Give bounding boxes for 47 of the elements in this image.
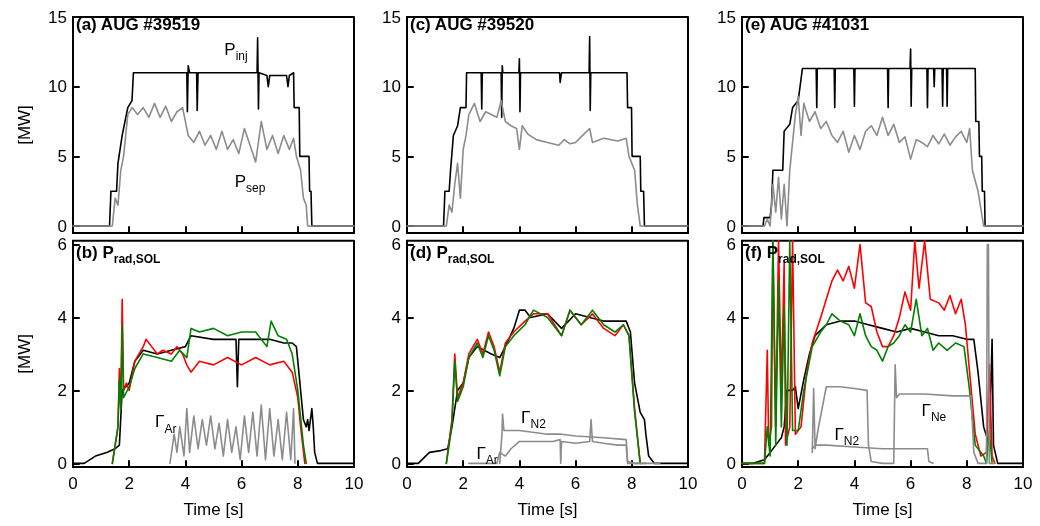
y-tick-label: 0 [391,453,401,473]
x-tick-label: 4 [514,474,525,493]
y-axis-title: [MW] [15,105,34,145]
y-tick-label: 0 [57,453,67,473]
x-tick-label: 4 [180,474,191,493]
y-tick-label: 15 [48,7,67,27]
y-tick-label: 5 [57,146,67,166]
y-tick-label: 2 [726,380,736,400]
y-tick-label: 2 [391,380,401,400]
x-tick-label: 10 [678,474,698,493]
y-tick-label: 0 [726,453,736,473]
x-tick-label: 6 [236,474,247,493]
y-tick-label: 0 [57,216,67,236]
x-tick-label: 2 [124,474,134,493]
x-tick-label: 6 [570,474,581,493]
x-axis-title: Time [s] [183,500,244,519]
x-tick-label: 2 [793,474,803,493]
x-tick-label: 2 [458,474,468,493]
x-axis-title: Time [s] [517,500,578,519]
y-tick-label: 4 [726,307,736,327]
y-tick-label: 10 [48,77,67,97]
y-axis-title: [MW] [15,334,34,374]
x-tick-label: 6 [905,474,916,493]
chart-title: (a) AUG #39519 [76,15,201,34]
y-tick-label: 15 [717,7,736,27]
x-tick-label: 10 [344,474,364,493]
y-tick-label: 0 [726,216,736,236]
x-tick-label: 10 [1013,474,1033,493]
y-tick-label: 10 [382,77,401,97]
x-tick-label: 4 [849,474,860,493]
y-tick-label: 2 [57,380,67,400]
x-tick-label: 8 [627,474,637,493]
x-tick-label: 8 [293,474,303,493]
x-tick-label: 8 [962,474,972,493]
y-tick-label: 5 [726,146,736,166]
y-tick-label: 15 [382,7,401,27]
chart-title: (e) AUG #41031 [745,15,870,34]
y-tick-label: 10 [717,77,736,97]
y-tick-label: 6 [57,235,67,254]
y-tick-label: 6 [726,235,736,254]
x-axis-title: Time [s] [852,500,913,519]
y-tick-label: 4 [391,307,401,327]
y-tick-label: 6 [391,235,401,254]
y-tick-label: 4 [57,307,67,327]
y-tick-label: 0 [391,216,401,236]
y-tick-label: 5 [391,146,401,166]
chart-title: (c) AUG #39520 [410,15,535,34]
